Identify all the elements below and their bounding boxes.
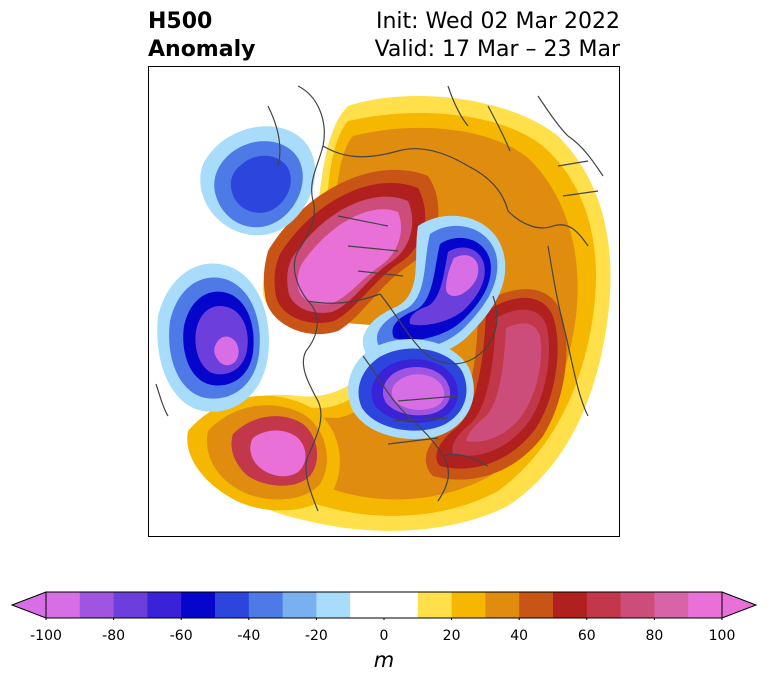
- colorbar-tick-label: 40: [510, 628, 529, 644]
- colorbar-bin: [248, 592, 284, 618]
- title-variable: H500: [148, 9, 213, 34]
- colorbar-bin: [181, 592, 216, 618]
- colorbar-tick-label: 60: [577, 628, 596, 644]
- colorbar-extend-min: [10, 591, 47, 619]
- colorbar-tick-label: -60: [169, 628, 193, 644]
- colorbar-tick-label: 100: [708, 628, 736, 644]
- colorbar-tick-label: 0: [379, 628, 389, 644]
- negative-west-peak: [214, 336, 239, 366]
- title-init-date: Init: Wed 02 Mar 2022: [375, 9, 620, 34]
- colorbar-bin: [654, 592, 689, 618]
- colorbar-bin: [519, 592, 554, 618]
- colorbar-bin: [113, 592, 148, 618]
- colorbar-bin: [688, 592, 723, 618]
- colorbar-bin: [147, 592, 182, 618]
- colorbar-bin: [350, 592, 385, 618]
- colorbar-bin: [215, 592, 250, 618]
- negative-center-peak: [446, 255, 479, 296]
- colorbar-bin: [79, 592, 115, 618]
- negative-northwest-dark: [230, 155, 291, 213]
- anomaly-map: [148, 66, 620, 537]
- colorbar-bin: [282, 592, 317, 618]
- positive-blob-southwest-c3: [250, 430, 306, 477]
- colorbar-tick-label: -20: [304, 628, 328, 644]
- title-valid-range: Valid: 17 Mar – 23 Mar: [374, 37, 620, 62]
- colorbar-bin: [451, 592, 486, 618]
- colorbar-bin: [586, 592, 622, 618]
- coastlines: [155, 85, 604, 512]
- title-field: Anomaly: [148, 37, 256, 62]
- colorbar-bin: [553, 592, 588, 618]
- colorbar-tick-label: -100: [30, 628, 62, 644]
- colorbar-bin: [485, 592, 520, 618]
- positive-blob-west-core3: [297, 209, 402, 305]
- colorbar-bin: [316, 592, 351, 618]
- colorbar-extend-max: [721, 591, 758, 619]
- colorbar-unit-label: m: [373, 648, 395, 672]
- map-frame: [148, 66, 620, 537]
- colorbar-tick-label: 80: [645, 628, 664, 644]
- positive-blob-east-core3: [466, 323, 542, 442]
- map-title-left: H500 Anomaly: [148, 8, 255, 64]
- colorbar-bin: [417, 592, 453, 618]
- colorbar-tick-label: -40: [237, 628, 261, 644]
- colorbar-bin: [46, 592, 81, 618]
- colorbar-tick-label: 20: [442, 628, 461, 644]
- colorbar-tick-label: -80: [102, 628, 126, 644]
- colorbar-bin: [384, 592, 419, 618]
- map-title-right: Init: Wed 02 Mar 2022 Valid: 17 Mar – 23…: [375, 8, 620, 64]
- colorbar-bin: [620, 592, 655, 618]
- colorbar: [10, 591, 758, 620]
